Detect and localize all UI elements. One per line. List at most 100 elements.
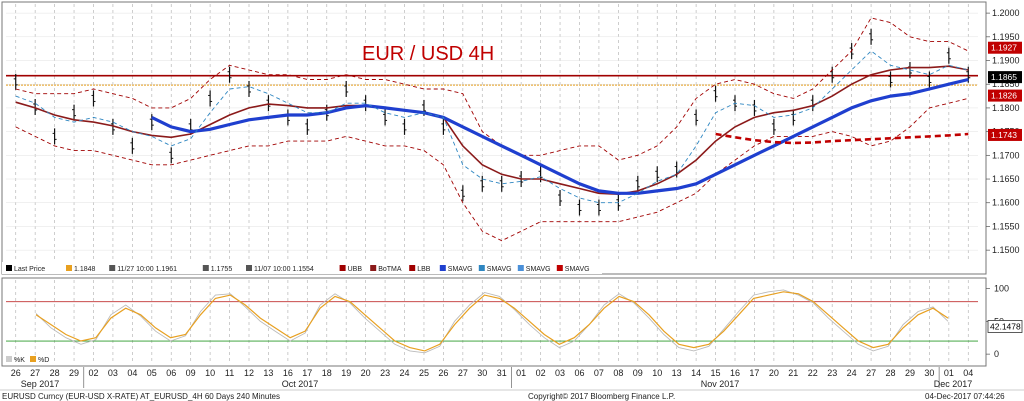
legend-swatch — [339, 265, 346, 271]
x-tick-label: 11 — [225, 368, 234, 378]
osc-series-d — [35, 291, 949, 352]
stochastic-gridlines — [6, 280, 978, 364]
legend-swatch — [439, 265, 446, 271]
series-lbb-2 — [15, 97, 969, 242]
y-tick-label: 1.1500 — [992, 245, 1020, 255]
x-tick-label: 23 — [380, 368, 390, 378]
x-tick-label: 17 — [302, 368, 312, 378]
x-tick-label: 16 — [730, 368, 740, 378]
x-tick-label: 19 — [341, 368, 351, 378]
price-tags: 1.1927 1.1865 1.1826 1.1743 — [988, 41, 1022, 141]
osc-legend-label: %K — [14, 357, 25, 364]
x-tick-label: 27 — [458, 368, 468, 378]
stochastic-y-axis: 10050042.1478 — [986, 284, 1023, 359]
legend-label: 1.1848 — [74, 266, 96, 273]
x-tick-label: 30 — [477, 368, 487, 378]
x-tick-label: 15 — [711, 368, 721, 378]
month-label: Dec 2017 — [934, 379, 973, 389]
x-tick-label: 16 — [283, 368, 293, 378]
x-tick-label: 21 — [788, 368, 798, 378]
x-tick-label: 30 — [924, 368, 934, 378]
legend-swatch — [109, 265, 116, 271]
legend-label: 11/07 10:00 1.1554 — [254, 266, 314, 273]
x-tick-label: 13 — [672, 368, 682, 378]
x-tick-label: 13 — [263, 368, 273, 378]
legend-label: SMAVG — [526, 266, 551, 273]
legend-label: SMAVG — [565, 266, 590, 273]
price-tag-label: 1.1743 — [991, 130, 1017, 140]
price-tag-label: 1.1865 — [991, 72, 1017, 82]
x-tick-label: 22 — [808, 368, 818, 378]
x-tick-label: 12 — [244, 368, 254, 378]
y-tick-label: 1.1950 — [992, 32, 1020, 42]
x-tick-label: 20 — [361, 368, 371, 378]
series-smavg-5 — [15, 50, 969, 204]
x-tick-label: 26 — [438, 368, 448, 378]
x-tick-label: 25 — [419, 368, 429, 378]
osc-tag-box — [987, 320, 1023, 333]
x-tick-label: 29 — [905, 368, 915, 378]
x-tick-label: 26 — [11, 368, 21, 378]
y-tick-label: 1.2000 — [992, 8, 1020, 18]
stochastic-plot-area — [1, 277, 987, 367]
x-tick-label: 27 — [30, 368, 40, 378]
legend-label: 11/27 10:00 1.1961 — [117, 266, 177, 273]
y-tick-label: 1.1800 — [992, 103, 1020, 113]
x-tick-label: 05 — [147, 368, 157, 378]
legend-label: Last Price — [14, 266, 45, 273]
main-gridlines — [6, 4, 978, 262]
x-tick-label: 20 — [769, 368, 779, 378]
x-tick-label: 24 — [400, 368, 410, 378]
price-tag-box — [988, 128, 1022, 141]
month-label: Nov 2017 — [701, 379, 740, 389]
legend-swatch — [246, 265, 252, 271]
x-tick-label: 24 — [847, 368, 857, 378]
price-tag-box — [988, 71, 1022, 84]
main-series-layer — [13, 17, 971, 242]
price-tag-box — [988, 89, 1022, 102]
legend-label: SMAVG — [448, 266, 473, 273]
legend-label: UBB — [348, 266, 363, 273]
x-tick-label: 27 — [866, 368, 876, 378]
x-tick-label: 17 — [749, 368, 759, 378]
x-tick-label: 29 — [69, 368, 79, 378]
series-smavg-4 — [151, 77, 969, 195]
legend-swatch — [6, 265, 12, 271]
month-label: Oct 2017 — [282, 379, 319, 389]
x-tick-label: 28 — [50, 368, 60, 378]
series-botma-3 — [15, 65, 969, 196]
x-tick-label: 09 — [186, 368, 196, 378]
x-tick-label: 10 — [652, 368, 662, 378]
x-tick-label: 06 — [574, 368, 584, 378]
footer-security: EURUSD Curncy (EUR-USD X-RATE) AT_EURUSD… — [2, 392, 280, 401]
price-tag-label: 1.1826 — [991, 91, 1017, 101]
legend-swatch — [409, 265, 416, 271]
y-tick-label: 1.1550 — [992, 221, 1020, 231]
x-tick-label: 04 — [963, 368, 973, 378]
x-tick-label: 02 — [536, 368, 546, 378]
legend-swatch — [478, 265, 485, 271]
footer-copyright: Copyright© 2017 Bloomberg Finance L.P. — [528, 392, 675, 401]
stochastic-series-layer — [35, 289, 949, 354]
legend-label: LBB — [417, 266, 431, 273]
osc-y-tick-label: 100 — [994, 284, 1009, 294]
x-tick-label: 23 — [827, 368, 837, 378]
x-tick-label: 03 — [108, 368, 118, 378]
legend-label: SMAVG — [487, 266, 512, 273]
legend-swatch — [556, 265, 563, 271]
x-tick-label: 31 — [497, 368, 507, 378]
y-tick-label: 1.1700 — [992, 150, 1020, 160]
osc-legend-swatch — [6, 356, 12, 362]
price-tag-box — [988, 41, 1022, 54]
month-label: Sep 2017 — [21, 379, 60, 389]
osc-y-tick-label: 0 — [994, 349, 999, 359]
x-tick-label: 18 — [322, 368, 332, 378]
main-legend: Last Price 1.1848 11/27 10:00 1.1961 1.1755… — [6, 265, 590, 273]
footer-timestamp: 04-Dec-2017 07:44:26 — [925, 392, 1005, 401]
osc-legend-label: %D — [38, 357, 49, 364]
x-tick-label: 08 — [613, 368, 623, 378]
legend-swatch — [517, 265, 524, 271]
x-tick-label: 28 — [886, 368, 896, 378]
series-smavg-6 — [715, 132, 969, 145]
osc-legend-swatch — [30, 356, 36, 362]
